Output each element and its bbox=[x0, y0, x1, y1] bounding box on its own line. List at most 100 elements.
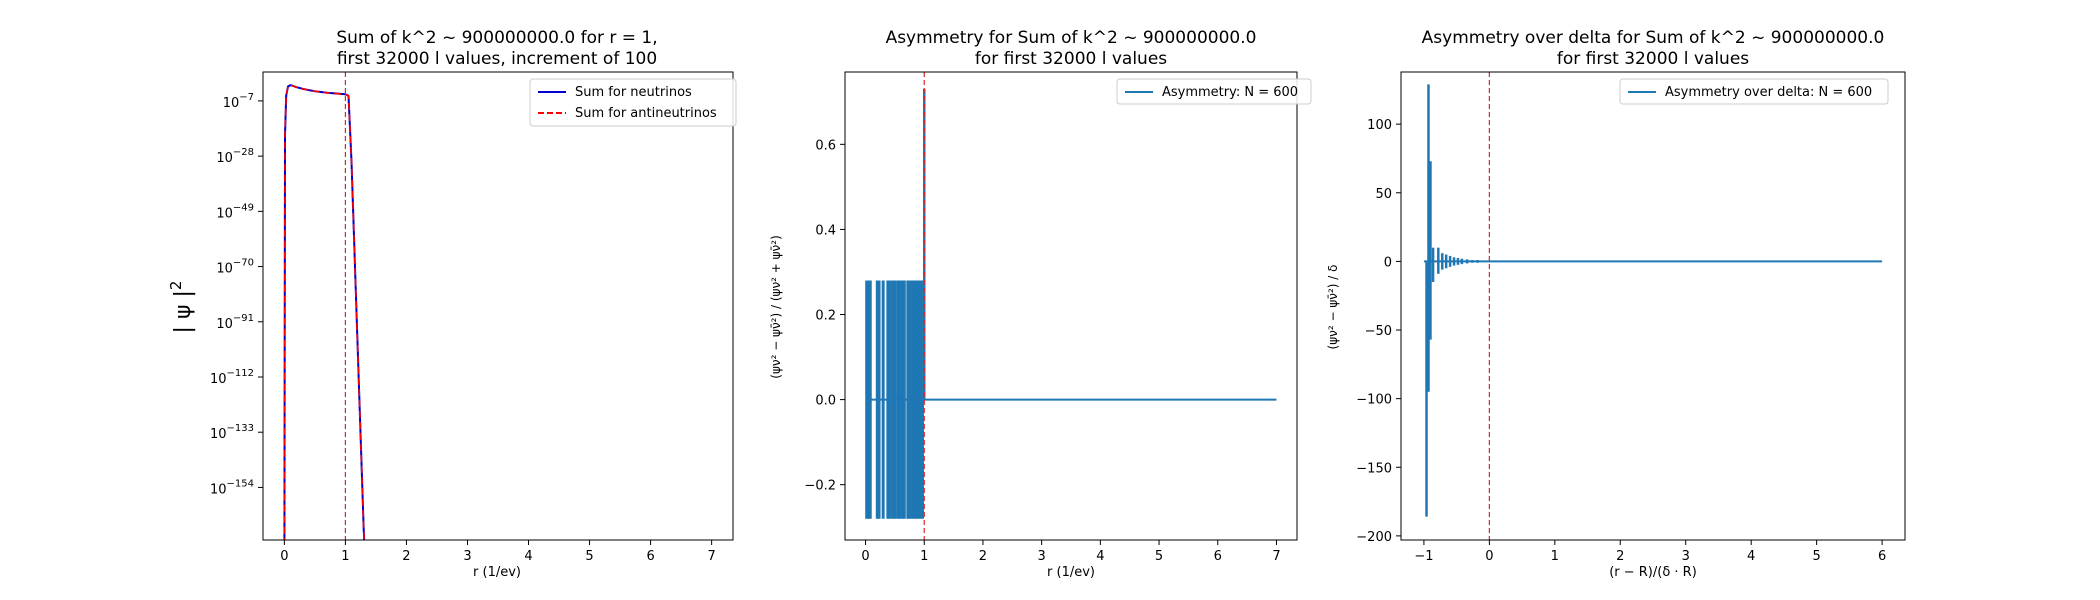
panel-3-plot-area bbox=[1400, 71, 1906, 541]
panel-1-y-tick-exponent: −133 bbox=[227, 423, 254, 434]
panel-2-title-line-1: Asymmetry for Sum of k^2 ~ 900000000.0 bbox=[886, 28, 1257, 48]
panel-1-y-tick-base: 10 bbox=[216, 151, 233, 166]
panel-1-y-tick-base: 10 bbox=[210, 482, 227, 497]
panel-3-x-tick-label: 5 bbox=[1812, 549, 1820, 564]
panel-2-x-tick-label: 1 bbox=[920, 549, 928, 564]
panel-1-frame bbox=[262, 71, 734, 541]
panel-1-legend-antineutrinos-label: Sum for antineutrinos bbox=[575, 106, 717, 121]
panel-1-y-tick-label: 10−112 bbox=[210, 368, 254, 387]
panel-3-x-tick-label: 4 bbox=[1747, 549, 1755, 564]
panel-2-x-tick-label: 5 bbox=[1155, 549, 1163, 564]
panel-1-x-tick-label: 1 bbox=[341, 549, 349, 564]
panel-2-x-axis-label: r (1/ev) bbox=[1047, 565, 1095, 580]
panel-1-psi-squared: Sum of k^2 ~ 900000000.0 for r = 1, firs… bbox=[167, 28, 737, 580]
panel-2-x-tick-label: 2 bbox=[979, 549, 987, 564]
panel-3-series-group bbox=[1423, 72, 1883, 540]
panel-1-y-tick-exponent: −28 bbox=[233, 147, 254, 158]
panel-2-y-ticks: −0.2 0.0 0.2 0.4 0.6 bbox=[804, 138, 845, 494]
panel-1-y-tick-label: 10−28 bbox=[216, 147, 254, 166]
panel-3-x-tick-label: 1 bbox=[1551, 549, 1559, 564]
panel-1-y-tick-label: 10−7 bbox=[223, 92, 254, 111]
panel-3-frame bbox=[1400, 71, 1906, 541]
panel-2-x-tick-label: 6 bbox=[1214, 549, 1222, 564]
panel-1-y-tick-base: 10 bbox=[210, 372, 227, 387]
panel-3-x-tick-label: −1 bbox=[1414, 549, 1433, 564]
panel-1-y-tick-exponent: −70 bbox=[233, 258, 254, 269]
panel-1-series-group bbox=[283, 72, 366, 540]
panel-3-y-tick-label: 0 bbox=[1384, 255, 1392, 270]
panel-2-x-tick-label: 0 bbox=[861, 549, 869, 564]
panel-2-plot-area bbox=[844, 71, 1298, 541]
panel-1-y-tick-base: 10 bbox=[216, 206, 233, 221]
panel-2-legend-label: Asymmetry: N = 600 bbox=[1162, 85, 1298, 100]
panel-2-asymmetry: Asymmetry for Sum of k^2 ~ 900000000.0 f… bbox=[769, 28, 1312, 580]
panel-2-y-tick-label: 0.6 bbox=[815, 138, 836, 153]
panel-2-y-tick-label: 0.0 bbox=[815, 394, 836, 409]
panel-1-antineutrinos-line bbox=[283, 84, 365, 540]
panel-3-x-ticks: −1 0 1 2 3 4 5 6 bbox=[1414, 540, 1886, 564]
panel-1-x-axis-label: r (1/ev) bbox=[473, 565, 521, 580]
panel-1-x-tick-label: 6 bbox=[646, 549, 654, 564]
panel-1-y-tick-base: 10 bbox=[210, 427, 227, 442]
panel-1-title-line-2: first 32000 l values, increment of 100 bbox=[337, 49, 657, 69]
panel-1-y-axis-label: | ψ |2 bbox=[167, 281, 196, 334]
panel-1-legend-neutrinos-label: Sum for neutrinos bbox=[575, 85, 692, 100]
panel-3-title-line-1: Asymmetry over delta for Sum of k^2 ~ 90… bbox=[1422, 28, 1885, 48]
panel-3-y-ticks: −200 −150 −100 −50 0 50 100 bbox=[1356, 118, 1401, 545]
panel-1-x-tick-label: 5 bbox=[585, 549, 593, 564]
panel-1-x-tick-label: 0 bbox=[280, 549, 288, 564]
panel-2-series-group bbox=[865, 72, 1277, 540]
panel-1-x-tick-label: 3 bbox=[463, 549, 471, 564]
panel-1-y-tick-exponent: −91 bbox=[233, 313, 254, 324]
panel-2-y-tick-label: 0.4 bbox=[815, 223, 836, 238]
panel-1-y-tick-label: 10−133 bbox=[210, 423, 254, 442]
panel-2-y-tick-label: −0.2 bbox=[804, 479, 836, 494]
panel-3-legend-box bbox=[1619, 78, 1889, 105]
panel-2-x-tick-label: 4 bbox=[1096, 549, 1104, 564]
panel-1-y-tick-exponent: −49 bbox=[233, 202, 254, 213]
panel-1-y-ticks: 10−710−2810−4910−7010−9110−11210−13310−1… bbox=[210, 92, 263, 497]
panel-3-y-tick-label: 50 bbox=[1375, 187, 1392, 202]
panel-2-legend-box bbox=[1116, 78, 1312, 105]
panel-1-y-tick-label: 10−154 bbox=[210, 478, 254, 497]
panel-2-y-tick-label: 0.2 bbox=[815, 309, 836, 324]
panel-3-x-tick-label: 2 bbox=[1616, 549, 1624, 564]
panel-3-x-tick-label: 3 bbox=[1682, 549, 1690, 564]
panel-1-y-tick-label: 10−91 bbox=[216, 313, 254, 332]
panel-2-x-tick-label: 7 bbox=[1272, 549, 1280, 564]
panel-1-y-axis-label-base: | ψ | bbox=[171, 290, 196, 333]
panel-1-y-axis-label-exponent: 2 bbox=[167, 281, 185, 291]
panel-3-y-tick-label: −100 bbox=[1356, 393, 1392, 408]
panel-1-y-tick-base: 10 bbox=[216, 262, 233, 277]
panel-1-y-tick-exponent: −154 bbox=[227, 478, 254, 489]
panel-2-legend: Asymmetry: N = 600 bbox=[1116, 78, 1312, 105]
panel-3-asymmetry-over-delta: Asymmetry over delta for Sum of k^2 ~ 90… bbox=[1326, 28, 1906, 580]
panel-1-x-tick-label: 2 bbox=[402, 549, 410, 564]
panel-2-y-axis-label: (ψν² − ψν̄²) / (ψν² + ψν̄²) bbox=[769, 235, 783, 378]
panel-2-frame bbox=[844, 71, 1298, 541]
panel-3-x-tick-label: 0 bbox=[1485, 549, 1493, 564]
panel-1-y-tick-exponent: −7 bbox=[239, 92, 254, 103]
panel-3-y-axis-label: (ψν² − ψν̄²) / δ bbox=[1326, 265, 1340, 350]
panel-3-x-tick-label: 6 bbox=[1878, 549, 1886, 564]
panel-1-x-tick-label: 7 bbox=[707, 549, 715, 564]
panel-1-plot-area bbox=[262, 71, 734, 541]
panel-3-y-tick-label: −50 bbox=[1365, 324, 1392, 339]
panel-3-legend-label: Asymmetry over delta: N = 600 bbox=[1665, 85, 1872, 100]
panel-3-title-line-2: for first 32000 l values bbox=[1557, 49, 1749, 69]
panel-1-y-tick-label: 10−70 bbox=[216, 258, 254, 277]
panel-3-y-tick-label: −200 bbox=[1356, 530, 1392, 545]
panel-1-title-line-1: Sum of k^2 ~ 900000000.0 for r = 1, bbox=[336, 28, 657, 48]
panel-1-y-tick-base: 10 bbox=[216, 317, 233, 332]
panel-1-legend-box bbox=[529, 78, 737, 127]
panel-3-legend: Asymmetry over delta: N = 600 bbox=[1619, 78, 1889, 105]
panel-2-x-tick-label: 3 bbox=[1038, 549, 1046, 564]
panel-2-title-line-2: for first 32000 l values bbox=[975, 49, 1167, 69]
panel-1-legend: Sum for neutrinos Sum for antineutrinos bbox=[529, 78, 737, 127]
panel-1-x-tick-label: 4 bbox=[524, 549, 532, 564]
panel-2-x-ticks: 0 1 2 3 4 5 6 7 bbox=[861, 540, 1281, 564]
panel-1-y-tick-base: 10 bbox=[223, 96, 240, 111]
panel-1-y-tick-label: 10−49 bbox=[216, 202, 254, 221]
panel-3-y-tick-label: 100 bbox=[1367, 118, 1392, 133]
